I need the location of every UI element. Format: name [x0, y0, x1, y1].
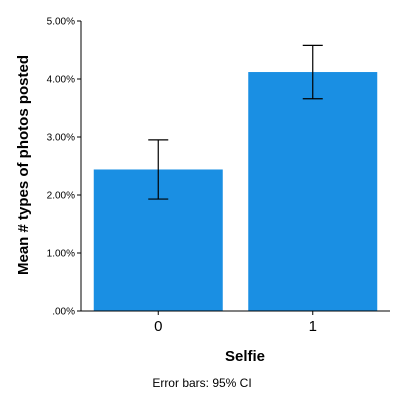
- x-tick-label-0: 0: [154, 318, 162, 335]
- error-bar-0: [148, 139, 169, 200]
- y-axis-ticks: .00% 1.00% 2.00% 3.00% 4.00% 5.00%: [47, 17, 81, 318]
- bar-1: [248, 72, 378, 311]
- y-tick-label: 2.00%: [47, 191, 75, 202]
- y-tick-label: 1.00%: [47, 249, 75, 260]
- bars: [93, 72, 378, 311]
- error-bars: [148, 44, 323, 200]
- y-tick-label: 5.00%: [47, 17, 75, 28]
- y-axis-title: Mean # types of photos posted: [15, 55, 32, 275]
- x-axis-title: Selfie: [225, 348, 265, 365]
- x-tick-label-1: 1: [309, 318, 317, 335]
- error-bars-note: Error bars: 95% CI: [152, 376, 251, 390]
- y-tick-label: 3.00%: [47, 133, 75, 144]
- y-tick-label: .00%: [52, 307, 75, 318]
- y-tick-label: 4.00%: [47, 75, 75, 86]
- error-bar-1: [302, 44, 323, 100]
